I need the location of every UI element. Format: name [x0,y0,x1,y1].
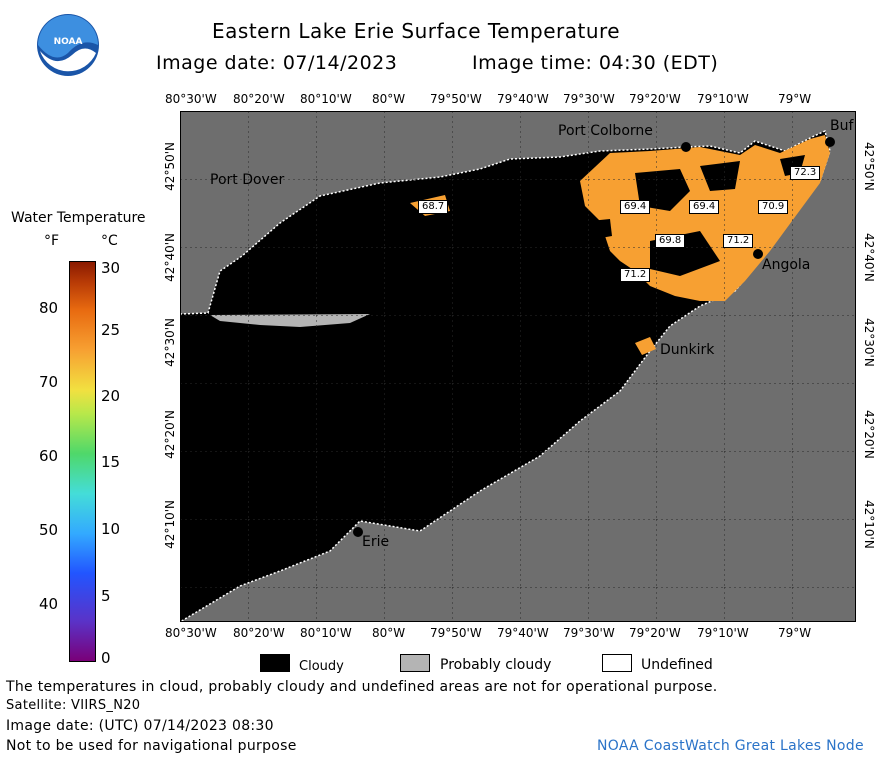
longitude-tick-top: 80°20'W [233,92,285,106]
latitude-tick-right: 42°30'N [862,318,876,367]
longitude-tick-top: 80°30'W [165,92,217,106]
latitude-tick-right: 42°40'N [862,233,876,282]
label-port-dover: Port Dover [210,172,285,188]
legend-title: Water Temperature [11,210,146,226]
celsius-tick: 20 [101,387,121,405]
celsius-tick: 10 [101,520,121,538]
image-time: Image time: 04:30 (EDT) [472,52,719,74]
image-date: Image date: 07/14/2023 [156,52,398,74]
latitude-tick-left: 42°40'N [163,233,177,282]
latitude-tick-right: 42°20'N [862,410,876,459]
longitude-tick-top: 79°20'W [629,92,681,106]
map-title: Eastern Lake Erie Surface Temperature [212,19,621,43]
key-probably-cloudy-swatch [400,654,430,672]
graticule [180,111,856,622]
label-angola: Angola [762,257,811,273]
longitude-tick-bottom: 79°50'W [430,626,482,640]
longitude-tick-bottom: 79°W [778,626,812,640]
label-dunkirk: Dunkirk [660,342,715,358]
footer-satellite: Satellite: VIIRS_N20 [6,698,141,713]
celsius-tick: 15 [101,453,121,471]
buffalo-marker [825,137,835,147]
latitude-tick-left: 42°20'N [163,410,177,459]
latitude-tick-right: 42°10'N [862,500,876,549]
longitude-tick-bottom: 79°30'W [563,626,615,640]
key-cloudy-label: Cloudy [299,659,344,674]
longitude-tick-top: 79°30'W [563,92,615,106]
temperature-value-box: 69.4 [620,200,651,214]
latitude-tick-left: 42°50'N [163,142,177,191]
label-port-colborne: Port Colborne [558,123,653,139]
longitude-tick-bottom: 80°10'W [300,626,352,640]
longitude-tick-bottom: 79°20'W [629,626,681,640]
temperature-value-box: 68.7 [418,200,449,214]
erie-marker [353,527,363,537]
temperature-value-box: 69.4 [689,200,720,214]
footer-note: The temperatures in cloud, probably clou… [6,679,718,695]
longitude-tick-bottom: 79°10'W [697,626,749,640]
fahrenheit-tick: 70 [39,373,59,391]
footer-utc-date: Image date: (UTC) 07/14/2023 08:30 [6,718,274,734]
temperature-value-box: 71.2 [620,268,651,282]
longitude-tick-bottom: 80°30'W [165,626,217,640]
angola-marker [753,249,763,259]
longitude-tick-top: 79°50'W [430,92,482,106]
label-erie: Erie [362,534,390,550]
fahrenheit-tick: 60 [39,447,59,465]
longitude-tick-top: 79°W [778,92,812,106]
key-undefined-label: Undefined [641,657,713,673]
port-colborne-marker [681,142,691,152]
key-undefined-swatch [602,654,632,672]
fahrenheit-tick: 40 [39,595,59,613]
map-frame [180,111,856,622]
longitude-tick-top: 80°10'W [300,92,352,106]
celsius-tick: 0 [101,649,111,667]
lake-map [180,111,856,622]
longitude-tick-top: 80°W [372,92,406,106]
latitude-tick-left: 42°30'N [163,318,177,367]
celsius-tick: 25 [101,321,121,339]
label-buffalo: Buf [830,118,854,134]
longitude-tick-bottom: 80°W [372,626,406,640]
fahrenheit-tick: 80 [39,299,59,317]
temperature-value-box: 72.3 [790,166,821,180]
temperature-colorbar [69,261,96,662]
fahrenheit-tick: 50 [39,521,59,539]
temperature-value-box: 69.8 [655,234,686,248]
longitude-tick-bottom: 79°40'W [497,626,549,640]
legend-unit-f: °F [44,233,60,249]
key-probably-cloudy-label: Probably cloudy [440,657,552,673]
latitude-tick-left: 42°10'N [163,500,177,549]
longitude-tick-top: 79°10'W [697,92,749,106]
footer-credit: NOAA CoastWatch Great Lakes Node [597,738,864,754]
footer-nav-warning: Not to be used for navigational purpose [6,738,297,754]
temperature-value-box: 70.9 [758,200,789,214]
latitude-tick-right: 42°50'N [862,142,876,191]
longitude-tick-top: 79°40'W [497,92,549,106]
temperature-value-box: 71.2 [723,234,754,248]
legend-unit-c: °C [101,233,118,249]
celsius-tick: 5 [101,587,111,605]
key-cloudy-swatch [260,654,290,672]
celsius-tick: 30 [101,259,121,277]
noaa-logo: NOAA [36,13,100,81]
lake-map-svg [180,111,856,622]
noaa-logo-text: NOAA [54,37,83,47]
longitude-tick-bottom: 80°20'W [233,626,285,640]
